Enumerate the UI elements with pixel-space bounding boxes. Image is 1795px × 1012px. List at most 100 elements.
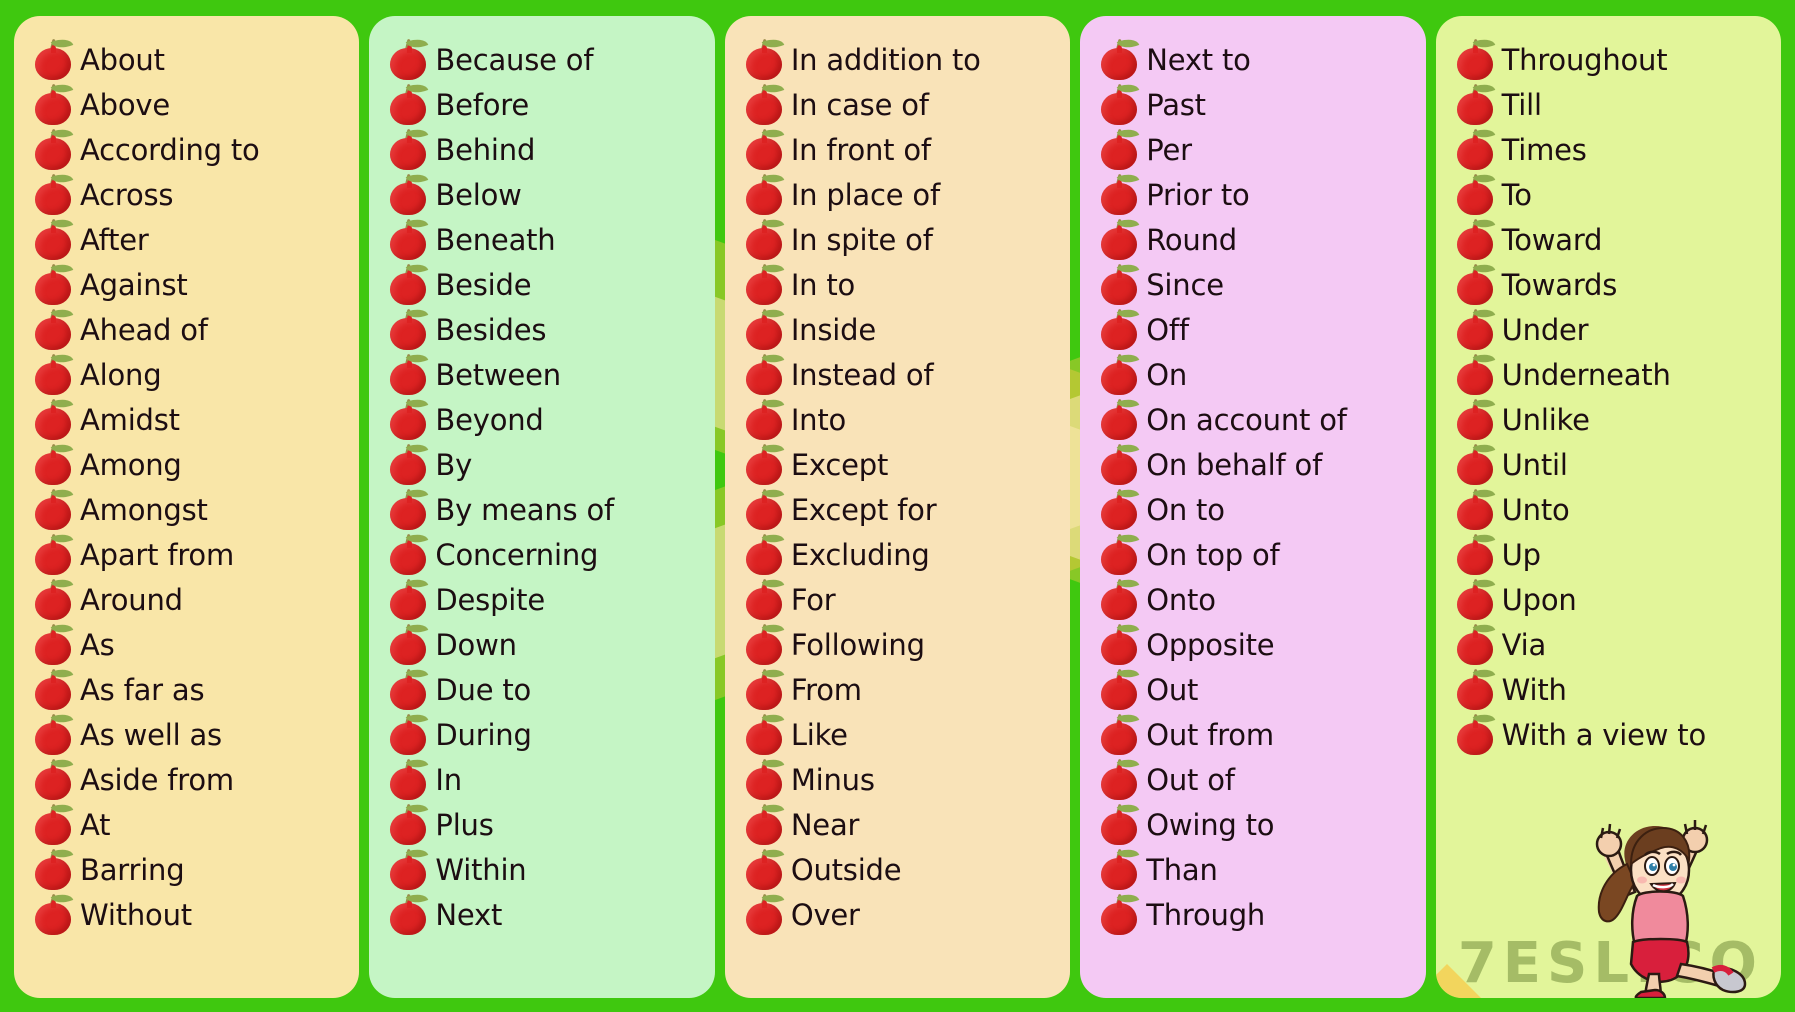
list-item[interactable]: Unto bbox=[1442, 484, 1777, 533]
list-item[interactable]: Among bbox=[20, 439, 355, 488]
list-item[interactable]: About bbox=[20, 34, 355, 83]
preposition-label: Despite bbox=[435, 583, 545, 617]
list-item[interactable]: Upon bbox=[1442, 574, 1777, 623]
list-item[interactable]: Near bbox=[731, 799, 1066, 848]
list-item[interactable]: Within bbox=[375, 844, 710, 893]
list-item[interactable]: Concerning bbox=[375, 529, 710, 578]
list-item[interactable]: Over bbox=[731, 889, 1066, 938]
list-item[interactable]: According to bbox=[20, 124, 355, 173]
list-item[interactable]: Onto bbox=[1086, 574, 1421, 623]
list-item[interactable]: Unlike bbox=[1442, 394, 1777, 443]
list-item[interactable]: Via bbox=[1442, 619, 1777, 668]
list-item[interactable]: Besides bbox=[375, 304, 710, 353]
list-item[interactable]: Barring bbox=[20, 844, 355, 893]
list-item[interactable]: Toward bbox=[1442, 214, 1777, 263]
list-item[interactable]: Along bbox=[20, 349, 355, 398]
list-item[interactable]: Per bbox=[1086, 124, 1421, 173]
list-item[interactable]: Into bbox=[731, 394, 1066, 443]
list-item[interactable]: Around bbox=[20, 574, 355, 623]
list-item[interactable]: Beneath bbox=[375, 214, 710, 263]
list-item[interactable]: Owing to bbox=[1086, 799, 1421, 848]
list-item[interactable]: Against bbox=[20, 259, 355, 308]
list-item[interactable]: Beside bbox=[375, 259, 710, 308]
list-item[interactable]: Throughout bbox=[1442, 34, 1777, 83]
list-item[interactable]: On behalf of bbox=[1086, 439, 1421, 488]
list-item[interactable]: Than bbox=[1086, 844, 1421, 893]
list-item[interactable]: Round bbox=[1086, 214, 1421, 263]
list-item[interactable]: Except for bbox=[731, 484, 1066, 533]
list-item[interactable]: In spite of bbox=[731, 214, 1066, 263]
list-item[interactable]: Above bbox=[20, 79, 355, 128]
list-item[interactable]: Past bbox=[1086, 79, 1421, 128]
list-item[interactable]: Apart from bbox=[20, 529, 355, 578]
list-item[interactable]: Since bbox=[1086, 259, 1421, 308]
list-item[interactable]: As far as bbox=[20, 664, 355, 713]
list-item[interactable]: For bbox=[731, 574, 1066, 623]
list-item[interactable]: Outside bbox=[731, 844, 1066, 893]
list-item[interactable]: Behind bbox=[375, 124, 710, 173]
list-item[interactable]: With a view to bbox=[1442, 709, 1777, 758]
list-item[interactable]: Minus bbox=[731, 754, 1066, 803]
list-item[interactable]: Till bbox=[1442, 79, 1777, 128]
preposition-label: Inside bbox=[790, 313, 876, 347]
list-item[interactable]: Off bbox=[1086, 304, 1421, 353]
list-item[interactable]: Ahead of bbox=[20, 304, 355, 353]
list-item[interactable]: On top of bbox=[1086, 529, 1421, 578]
list-item[interactable]: Across bbox=[20, 169, 355, 218]
list-item[interactable]: Plus bbox=[375, 799, 710, 848]
list-item[interactable]: Before bbox=[375, 79, 710, 128]
list-item[interactable]: In place of bbox=[731, 169, 1066, 218]
list-item[interactable]: Out from bbox=[1086, 709, 1421, 758]
list-item[interactable]: Next to bbox=[1086, 34, 1421, 83]
list-item[interactable]: Below bbox=[375, 169, 710, 218]
list-item[interactable]: In addition to bbox=[731, 34, 1066, 83]
list-item[interactable]: At bbox=[20, 799, 355, 848]
list-item[interactable]: In to bbox=[731, 259, 1066, 308]
list-item[interactable]: Without bbox=[20, 889, 355, 938]
list-item[interactable]: Down bbox=[375, 619, 710, 668]
list-item[interactable]: Between bbox=[375, 349, 710, 398]
list-item[interactable]: By means of bbox=[375, 484, 710, 533]
list-item[interactable]: Next bbox=[375, 889, 710, 938]
list-item[interactable]: Due to bbox=[375, 664, 710, 713]
list-item[interactable]: Towards bbox=[1442, 259, 1777, 308]
list-item[interactable]: Until bbox=[1442, 439, 1777, 488]
list-item[interactable]: Times bbox=[1442, 124, 1777, 173]
list-item[interactable]: Excluding bbox=[731, 529, 1066, 578]
list-item[interactable]: Prior to bbox=[1086, 169, 1421, 218]
list-item[interactable]: Beyond bbox=[375, 394, 710, 443]
list-item[interactable]: In front of bbox=[731, 124, 1066, 173]
list-item[interactable]: Opposite bbox=[1086, 619, 1421, 668]
list-item[interactable]: In case of bbox=[731, 79, 1066, 128]
list-item[interactable]: With bbox=[1442, 664, 1777, 713]
list-item[interactable]: Out of bbox=[1086, 754, 1421, 803]
apple-icon bbox=[743, 439, 785, 486]
list-item[interactable]: Underneath bbox=[1442, 349, 1777, 398]
list-item[interactable]: As bbox=[20, 619, 355, 668]
list-item[interactable]: Except bbox=[731, 439, 1066, 488]
list-item[interactable]: Inside bbox=[731, 304, 1066, 353]
list-item[interactable]: In bbox=[375, 754, 710, 803]
list-item[interactable]: Amidst bbox=[20, 394, 355, 443]
list-item[interactable]: On bbox=[1086, 349, 1421, 398]
list-item[interactable]: As well as bbox=[20, 709, 355, 758]
list-item[interactable]: On to bbox=[1086, 484, 1421, 533]
list-item[interactable]: During bbox=[375, 709, 710, 758]
list-item[interactable]: Amongst bbox=[20, 484, 355, 533]
apple-icon bbox=[32, 529, 74, 576]
list-item[interactable]: By bbox=[375, 439, 710, 488]
list-item[interactable]: From bbox=[731, 664, 1066, 713]
list-item[interactable]: Following bbox=[731, 619, 1066, 668]
list-item[interactable]: To bbox=[1442, 169, 1777, 218]
list-item[interactable]: Because of bbox=[375, 34, 710, 83]
list-item[interactable]: Up bbox=[1442, 529, 1777, 578]
list-item[interactable]: Aside from bbox=[20, 754, 355, 803]
list-item[interactable]: On account of bbox=[1086, 394, 1421, 443]
list-item[interactable]: After bbox=[20, 214, 355, 263]
list-item[interactable]: Out bbox=[1086, 664, 1421, 713]
list-item[interactable]: Instead of bbox=[731, 349, 1066, 398]
list-item[interactable]: Under bbox=[1442, 304, 1777, 353]
list-item[interactable]: Through bbox=[1086, 889, 1421, 938]
list-item[interactable]: Despite bbox=[375, 574, 710, 623]
list-item[interactable]: Like bbox=[731, 709, 1066, 758]
